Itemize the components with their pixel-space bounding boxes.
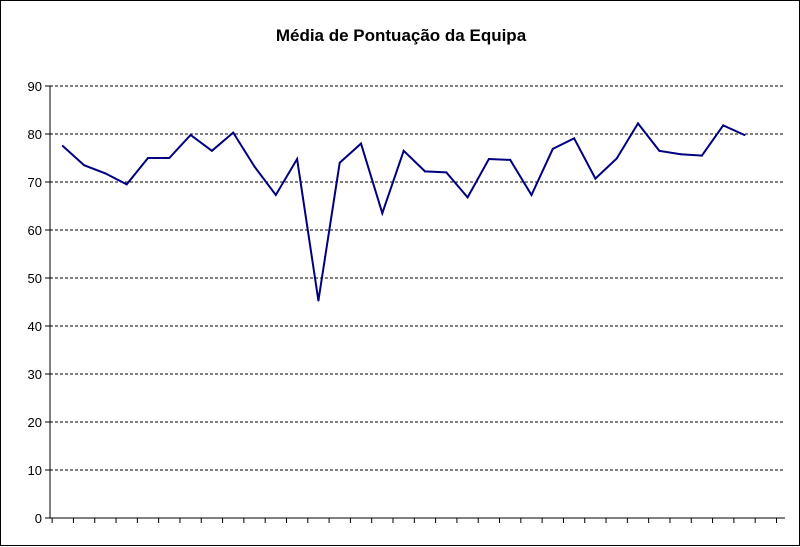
data-point-8 xyxy=(210,149,213,152)
y-tick-label-20: 20 xyxy=(28,415,42,430)
y-tick-label-70: 70 xyxy=(28,175,42,190)
y-tick-label-90: 90 xyxy=(28,79,42,94)
data-point-7 xyxy=(189,133,192,136)
data-point-9 xyxy=(232,131,235,134)
data-point-16 xyxy=(381,212,384,215)
series-layer xyxy=(61,121,746,302)
data-point-1 xyxy=(61,145,64,147)
y-tick-label-80: 80 xyxy=(28,127,42,142)
y-tick-label-30: 30 xyxy=(28,367,42,382)
data-point-29 xyxy=(658,149,661,152)
y-tick-label-40: 40 xyxy=(28,319,42,334)
data-point-31 xyxy=(700,154,703,157)
data-point-32 xyxy=(722,124,725,127)
data-point-20 xyxy=(466,196,469,199)
y-tick-label-0: 0 xyxy=(35,511,42,526)
data-point-15 xyxy=(360,142,363,145)
data-point-21 xyxy=(487,157,490,160)
data-point-13 xyxy=(317,299,320,302)
y-tick-labels: 0 10 20 30 40 50 60 70 80 90 xyxy=(28,79,42,526)
data-point-6 xyxy=(168,157,171,159)
data-point-12 xyxy=(296,157,299,160)
data-point-2 xyxy=(83,164,86,167)
data-point-17 xyxy=(402,149,405,152)
data-point-22 xyxy=(509,158,512,161)
axes xyxy=(45,85,785,523)
data-point-11 xyxy=(274,193,277,196)
data-point-18 xyxy=(423,170,426,173)
chart-title: Média de Pontuação da Equipa xyxy=(276,26,527,45)
y-tick-label-60: 60 xyxy=(28,223,42,238)
data-point-33 xyxy=(743,133,746,136)
gridlines xyxy=(50,85,785,471)
data-point-28 xyxy=(637,122,639,125)
data-point-27 xyxy=(615,157,618,160)
data-point-10 xyxy=(253,165,256,168)
y-tick-label-50: 50 xyxy=(28,271,42,286)
data-point-4 xyxy=(125,183,128,186)
data-point-26 xyxy=(594,177,597,180)
data-point-3 xyxy=(104,172,107,175)
data-point-23 xyxy=(530,193,533,196)
data-point-5 xyxy=(147,157,149,159)
y-tick-label-10: 10 xyxy=(28,463,42,478)
data-point-14 xyxy=(338,161,341,164)
data-point-19 xyxy=(445,171,448,174)
data-point-24 xyxy=(551,147,554,150)
data-point-25 xyxy=(573,137,576,140)
data-point-30 xyxy=(679,153,682,156)
